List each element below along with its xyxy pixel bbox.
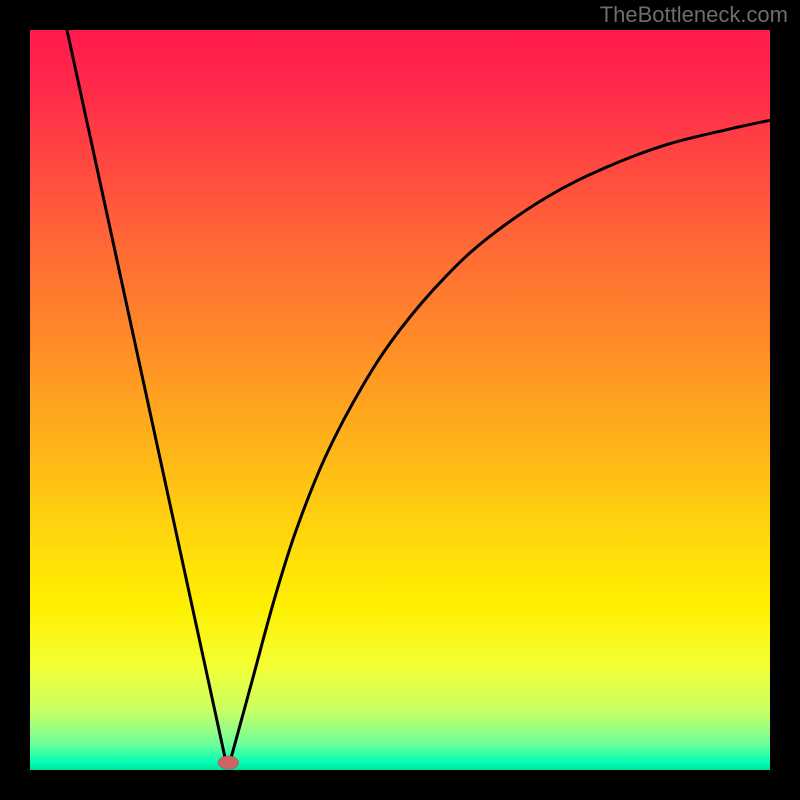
minimum-marker xyxy=(218,756,239,769)
plot-area xyxy=(30,30,770,770)
plot-svg xyxy=(30,30,770,770)
chart-container: TheBottleneck.com xyxy=(0,0,800,800)
gradient-background xyxy=(30,30,770,770)
watermark-text: TheBottleneck.com xyxy=(600,2,788,28)
